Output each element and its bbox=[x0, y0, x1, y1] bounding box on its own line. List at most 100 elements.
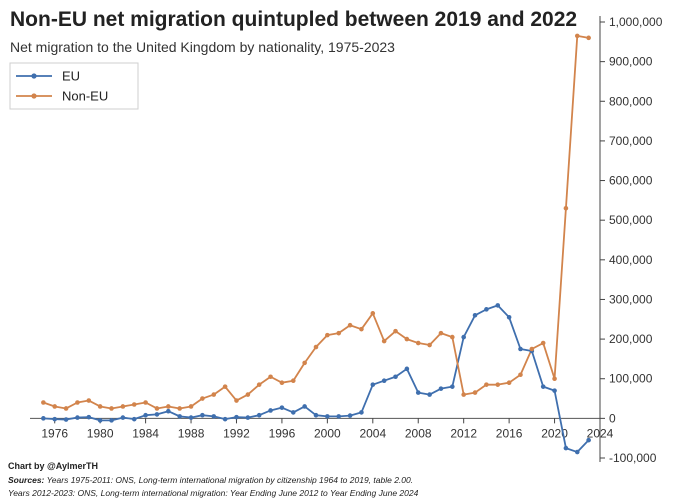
data-point-non-eu bbox=[143, 400, 148, 405]
data-point-non-eu bbox=[586, 35, 591, 41]
data-point-non-eu bbox=[290, 378, 296, 384]
data-point-eu bbox=[472, 313, 478, 318]
data-point-non-eu bbox=[41, 400, 46, 405]
data-point-non-eu bbox=[552, 376, 557, 382]
y-tick-label: 700,000 bbox=[609, 134, 653, 148]
data-point-non-eu bbox=[381, 338, 387, 344]
data-point-non-eu bbox=[450, 334, 455, 340]
data-point-non-eu bbox=[154, 406, 160, 411]
data-point-non-eu bbox=[86, 398, 92, 403]
x-tick-label: 1996 bbox=[269, 426, 296, 440]
data-point-non-eu bbox=[234, 398, 239, 403]
x-tick-label: 2008 bbox=[405, 426, 432, 440]
data-point-eu bbox=[359, 410, 364, 415]
data-point-non-eu bbox=[256, 382, 262, 387]
data-point-eu bbox=[154, 412, 160, 417]
data-point-non-eu bbox=[370, 311, 376, 316]
data-point-eu bbox=[143, 412, 148, 418]
data-point-eu bbox=[552, 388, 557, 393]
data-point-eu bbox=[256, 412, 262, 418]
data-point-eu bbox=[381, 378, 387, 384]
data-point-eu bbox=[279, 405, 285, 410]
x-tick-label: 2000 bbox=[314, 426, 341, 440]
data-point-eu bbox=[427, 392, 432, 397]
data-point-eu bbox=[52, 416, 58, 422]
x-tick-label: 1992 bbox=[223, 426, 250, 440]
data-point-non-eu bbox=[245, 392, 251, 397]
data-point-eu bbox=[484, 307, 489, 312]
data-point-non-eu bbox=[393, 328, 398, 334]
data-point-eu bbox=[438, 386, 444, 391]
legend-marker-eu bbox=[31, 73, 37, 79]
data-point-non-eu bbox=[484, 382, 489, 387]
y-tick-label: -100,000 bbox=[609, 451, 657, 465]
chart-legend: EU Non-EU bbox=[9, 62, 139, 110]
data-point-eu bbox=[63, 417, 69, 422]
data-point-eu bbox=[131, 416, 137, 422]
data-point-eu bbox=[290, 410, 296, 415]
data-point-non-eu bbox=[404, 336, 410, 342]
y-tick-label: 300,000 bbox=[609, 292, 653, 306]
data-point-non-eu bbox=[313, 344, 319, 350]
data-point-non-eu bbox=[222, 384, 228, 389]
y-tick-label: 500,000 bbox=[609, 213, 653, 227]
data-point-non-eu bbox=[200, 396, 205, 401]
y-tick-label: 600,000 bbox=[609, 174, 653, 188]
data-point-non-eu bbox=[461, 392, 466, 397]
data-point-eu bbox=[211, 414, 217, 419]
chart-credit: Chart by @AylmerTH bbox=[8, 461, 98, 471]
x-tick-label: 2016 bbox=[496, 426, 523, 440]
chart-title: Non-EU net migration quintupled between … bbox=[10, 8, 578, 31]
data-point-eu bbox=[518, 346, 523, 352]
data-point-non-eu bbox=[302, 360, 307, 366]
data-point-eu bbox=[574, 449, 580, 455]
sources-line-1: Sources: Years 1975-2011: ONS, Long-term… bbox=[8, 475, 413, 485]
legend-box bbox=[9, 62, 139, 110]
x-tick-label: 2004 bbox=[359, 426, 386, 440]
data-point-eu bbox=[234, 414, 239, 420]
legend-marker-non-eu bbox=[31, 93, 37, 99]
chart-axes: -100,000 0 100,000 200,000 300,000 400,000 500… bbox=[30, 15, 663, 465]
x-tick-label: 1976 bbox=[41, 426, 68, 440]
legend-label-non-eu: Non-EU bbox=[62, 89, 108, 104]
data-point-non-eu bbox=[279, 380, 285, 385]
data-point-eu bbox=[506, 314, 512, 320]
data-point-non-eu bbox=[109, 406, 114, 411]
data-point-eu bbox=[370, 382, 376, 387]
data-point-eu bbox=[586, 437, 591, 443]
data-point-eu bbox=[86, 414, 92, 420]
y-tick-label: 900,000 bbox=[609, 55, 653, 69]
data-point-eu bbox=[347, 413, 353, 418]
data-point-non-eu bbox=[336, 330, 342, 336]
x-tick-label: 2024 bbox=[587, 426, 614, 440]
data-point-non-eu bbox=[495, 382, 501, 387]
data-point-eu bbox=[495, 303, 501, 308]
data-point-non-eu bbox=[574, 33, 580, 39]
data-point-non-eu bbox=[131, 402, 137, 407]
legend-label-eu: EU bbox=[62, 69, 80, 84]
data-point-non-eu bbox=[211, 392, 217, 397]
series-points bbox=[41, 33, 591, 455]
data-point-eu bbox=[41, 416, 46, 421]
y-tick-label: 400,000 bbox=[609, 253, 653, 267]
data-point-non-eu bbox=[529, 346, 535, 352]
data-point-eu bbox=[313, 412, 319, 418]
y-tick-label: 800,000 bbox=[609, 94, 653, 108]
data-point-non-eu bbox=[563, 205, 569, 211]
sources-label: Sources: bbox=[8, 475, 45, 485]
data-point-non-eu bbox=[347, 322, 353, 328]
data-point-non-eu bbox=[438, 330, 444, 336]
data-point-eu bbox=[540, 384, 546, 389]
data-point-non-eu bbox=[325, 332, 330, 338]
x-tick-label: 1988 bbox=[178, 426, 205, 440]
data-point-eu bbox=[188, 415, 194, 420]
data-point-non-eu bbox=[268, 374, 273, 380]
x-tick-label: 1984 bbox=[132, 426, 159, 440]
data-point-non-eu bbox=[427, 342, 432, 348]
data-point-non-eu bbox=[415, 340, 421, 346]
data-point-eu bbox=[393, 374, 398, 380]
data-point-eu bbox=[336, 414, 342, 419]
data-point-non-eu bbox=[52, 404, 58, 409]
x-tick-label: 2012 bbox=[450, 426, 477, 440]
data-point-eu bbox=[563, 445, 569, 451]
